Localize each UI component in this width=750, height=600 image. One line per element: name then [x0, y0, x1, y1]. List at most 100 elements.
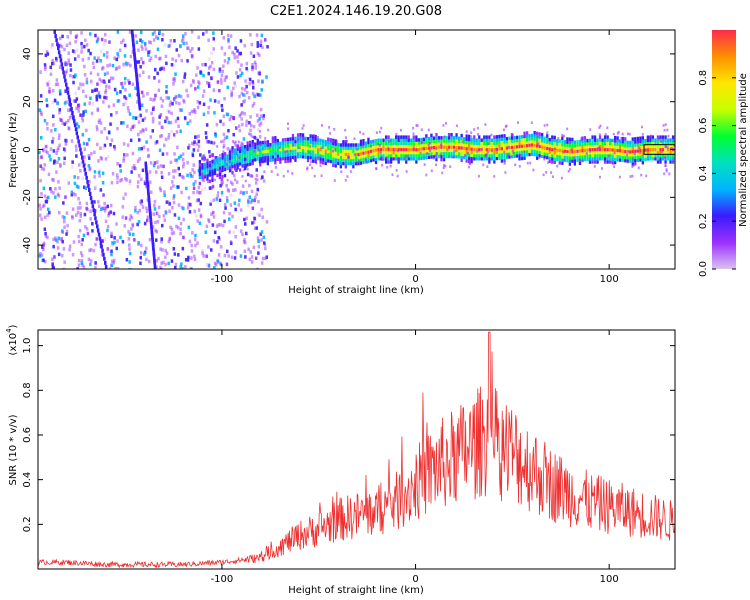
spectrogram-cell [593, 165, 596, 168]
spectrogram-cell [140, 57, 143, 61]
spectrogram-cell [651, 135, 655, 139]
spectrogram-cell [228, 160, 231, 163]
spectrogram-cell [247, 198, 250, 203]
spectrogram-cell [122, 156, 126, 161]
spectrogram-cell [274, 154, 277, 159]
spectrogram-cell [187, 146, 190, 150]
spectrogram-cell [39, 252, 42, 256]
spectrogram-cell [123, 224, 126, 228]
spectrogram-cell [155, 140, 159, 144]
spectrogram-cell [400, 147, 403, 152]
spectrogram-cell [179, 227, 182, 232]
spectrogram-cell [50, 189, 53, 194]
spectrogram-cell [611, 154, 614, 158]
spectrogram-cell [435, 139, 438, 143]
spectrogram-cell [126, 143, 130, 147]
spectrogram-cell [212, 153, 215, 157]
spectrogram-cell [152, 98, 155, 102]
spectrogram-cell [160, 170, 163, 175]
spectrogram-cell [666, 138, 670, 142]
spectrogram-cell [47, 207, 50, 212]
spectrogram-cell [513, 154, 516, 158]
spectrogram-cell [606, 147, 609, 152]
spectrogram-cell [108, 79, 111, 83]
spectrogram-cell [650, 134, 653, 138]
spectrogram-cell [422, 150, 425, 154]
spectrogram-cell [222, 210, 226, 215]
snr-series-line [38, 331, 675, 569]
spectrogram-cell [187, 255, 190, 260]
y-tick-label: 0.2 [22, 516, 33, 532]
spectrogram-cell [254, 195, 257, 200]
spectrogram-cell [153, 207, 157, 211]
spectrogram-cell [490, 144, 493, 149]
spectrogram-cell [88, 179, 91, 184]
spectrogram-cell [231, 50, 234, 55]
spectrogram-cell [281, 138, 285, 142]
spectrogram-cell [227, 129, 230, 133]
spectrogram-cell [536, 153, 539, 157]
spectrogram-cell [666, 154, 670, 158]
spectrogram-cell [427, 146, 431, 150]
spectrogram-cell [578, 161, 582, 165]
spectrogram-cell [241, 232, 244, 237]
spectrogram-cell [97, 232, 101, 237]
spectrogram-cell [631, 146, 634, 151]
spectrogram-cell [255, 173, 259, 178]
spectrogram-cell [137, 48, 140, 52]
spectrogram-cell [234, 207, 237, 212]
spectrogram-cell [569, 140, 572, 144]
spectrogram-cell [108, 40, 111, 44]
spectrogram-cell [632, 164, 635, 167]
spectrogram-cell [374, 154, 378, 158]
spectrogram-cell [405, 160, 408, 164]
spectrogram-cell [614, 160, 617, 165]
spectrogram-cell [45, 196, 49, 201]
spectrogram-cell [256, 148, 259, 152]
spectrogram-cell [162, 164, 165, 169]
spectrogram-cell [145, 206, 148, 210]
spectrogram-cell [190, 249, 194, 253]
spectrogram-cell [197, 144, 201, 149]
spectrogram-cell [67, 181, 70, 185]
spectrogram-cell [122, 121, 125, 125]
spectrogram-cell [266, 45, 269, 49]
spectrogram-cell [203, 156, 206, 160]
spectrogram-cell [261, 45, 264, 50]
spectrogram-cell [518, 165, 521, 168]
spectrogram-cell [435, 142, 438, 146]
spectrogram-cell [236, 156, 239, 161]
spectrogram-cell [153, 161, 157, 165]
spectrogram-cell [284, 156, 287, 160]
spectrogram-cell [227, 189, 230, 193]
spectrogram-cell [591, 157, 594, 161]
spectrogram-cell [377, 138, 380, 142]
spectrogram-cell [174, 72, 177, 76]
spectrogram-cell [495, 135, 498, 139]
spectrogram-cell [81, 82, 85, 87]
spectrogram-cell [143, 116, 147, 121]
spectrogram-cell [157, 79, 161, 83]
spectrogram-cell [485, 138, 488, 142]
spectrogram-cell [228, 217, 231, 221]
spectrogram-cell [258, 130, 261, 133]
spectrogram-cell [197, 47, 201, 51]
spectrogram-cell [483, 150, 486, 155]
spectrogram-cell [49, 147, 53, 151]
spectrogram-cell [359, 158, 363, 162]
spectrogram-cell [203, 186, 207, 191]
spectrogram-cell [624, 140, 627, 144]
spectrogram-cell [229, 193, 233, 197]
spectrogram-cell [141, 118, 145, 122]
spectrogram-cell [561, 139, 564, 144]
spectrogram-cell [362, 157, 365, 161]
spectrogram-cell [226, 112, 230, 117]
spectrogram-cell [378, 144, 381, 147]
spectrogram-cell [437, 136, 441, 140]
spectrogram-cell [221, 108, 224, 112]
spectrogram-cell [286, 143, 290, 148]
spectrogram-cell [324, 146, 327, 150]
spectrogram-cell [395, 132, 398, 136]
spectrogram-cell [214, 156, 218, 160]
spectrogram-cell [661, 147, 665, 152]
